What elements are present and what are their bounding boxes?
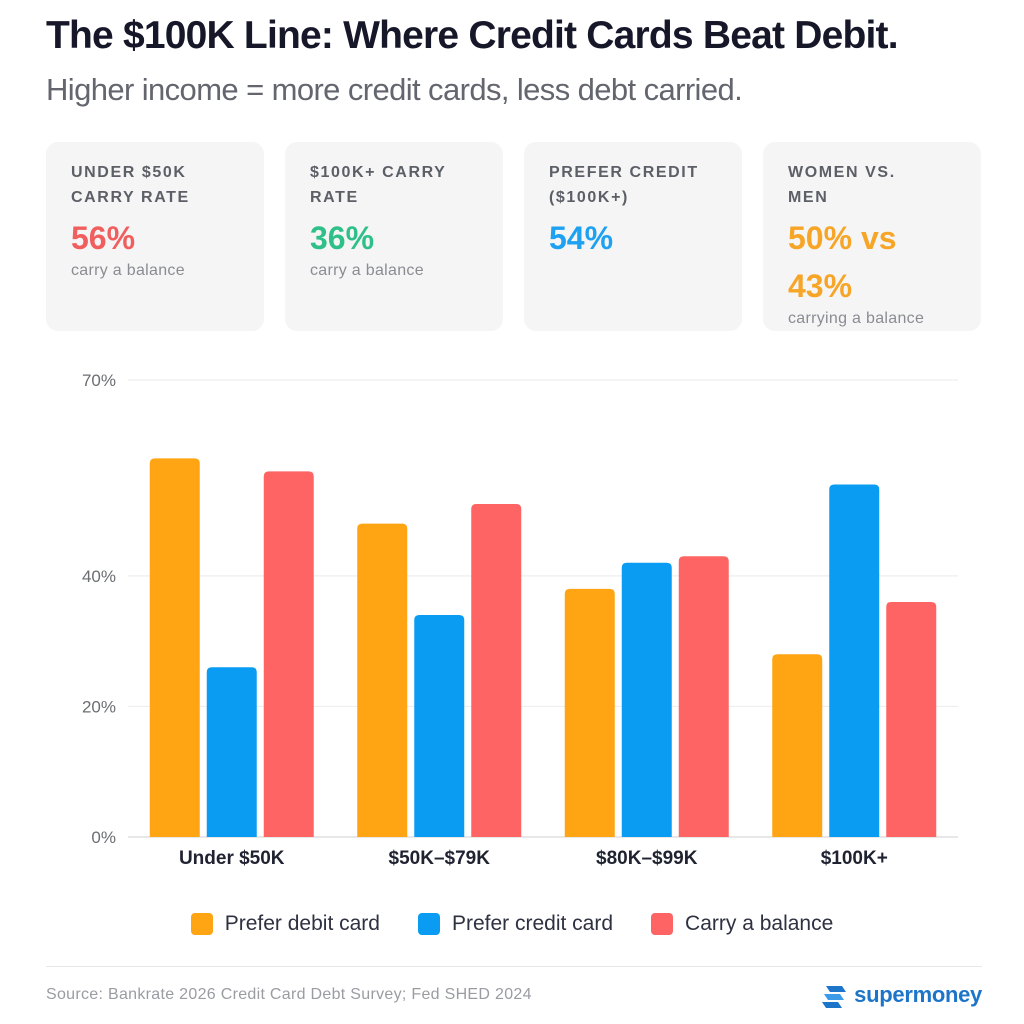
y-tick-label: 20% [82,697,116,716]
stat-value: 50% vs 43% [788,220,897,304]
stat-note: carry a balance [310,262,424,279]
chart-legend: Prefer debit card Prefer credit card Car… [0,912,1024,936]
legend-label: Prefer credit card [451,912,614,935]
stat-value: 56% [71,220,136,256]
page-title: The $100K Line: Where Credit Cards Beat … [46,14,899,57]
bar [414,615,465,837]
legend-item-balance: Carry a balance [651,912,833,936]
bar [772,654,823,837]
stat-label: Women vs. men [788,164,896,206]
page-subtitle: Higher income = more credit cards, less … [46,72,743,107]
bar [886,601,937,837]
x-tick-label: $80K–$99K [596,848,698,869]
bar [149,458,200,837]
stat-value: 54% [549,220,614,256]
x-tick-label: $50K–$79K [389,848,491,869]
legend-item-debit: Prefer debit card [190,912,380,936]
brand-name: supermoney [854,982,982,1007]
bar [263,471,314,837]
stat-card-prefer-credit: Prefer credit ($100K+) 54% [524,142,742,331]
stat-label: $100K+ carry rate [310,164,447,206]
stat-note: carrying a balance [788,310,925,327]
legend-swatch [417,913,440,935]
stat-label: Prefer credit ($100K+) [549,164,699,206]
legend-label: Prefer debit card [224,912,380,935]
stat-card-under-50k: Under $50K carry rate 56% carry a balanc… [46,142,264,331]
y-tick-label: 40% [82,567,116,586]
footer-divider [46,966,982,967]
y-tick-label: 70% [82,371,116,390]
supermoney-logo-icon [822,986,847,1008]
bar [564,588,615,837]
source-note: Source: Bankrate 2026 Credit Card Debt S… [46,986,532,1003]
stat-value: 36% [310,220,375,256]
bar [357,523,408,837]
legend-swatch [190,913,213,935]
x-tick-label: $100K+ [821,848,888,869]
stat-card-women-vs-men: Women vs. men 50% vs 43% carrying a bala… [763,142,981,331]
bar [678,556,729,837]
stat-card-100k-carry: $100K+ carry rate 36% carry a balance [285,142,503,331]
bar [829,484,880,837]
x-tick-label: Under $50K [179,848,285,869]
legend-swatch [651,913,674,935]
bar [206,667,257,837]
bar [621,562,672,837]
stat-label: Under $50K carry rate [71,164,190,206]
brand-logo: supermoney [822,982,982,1008]
bar [471,504,522,837]
bar-chart: 0% 20% 40% 70% Under $50K $50K–$79K $80K–$99K $… [82,371,958,869]
y-tick-label: 0% [91,828,116,847]
stat-note: carry a balance [71,262,185,279]
legend-label: Carry a balance [685,912,834,935]
legend-item-credit: Prefer credit card [417,912,614,936]
